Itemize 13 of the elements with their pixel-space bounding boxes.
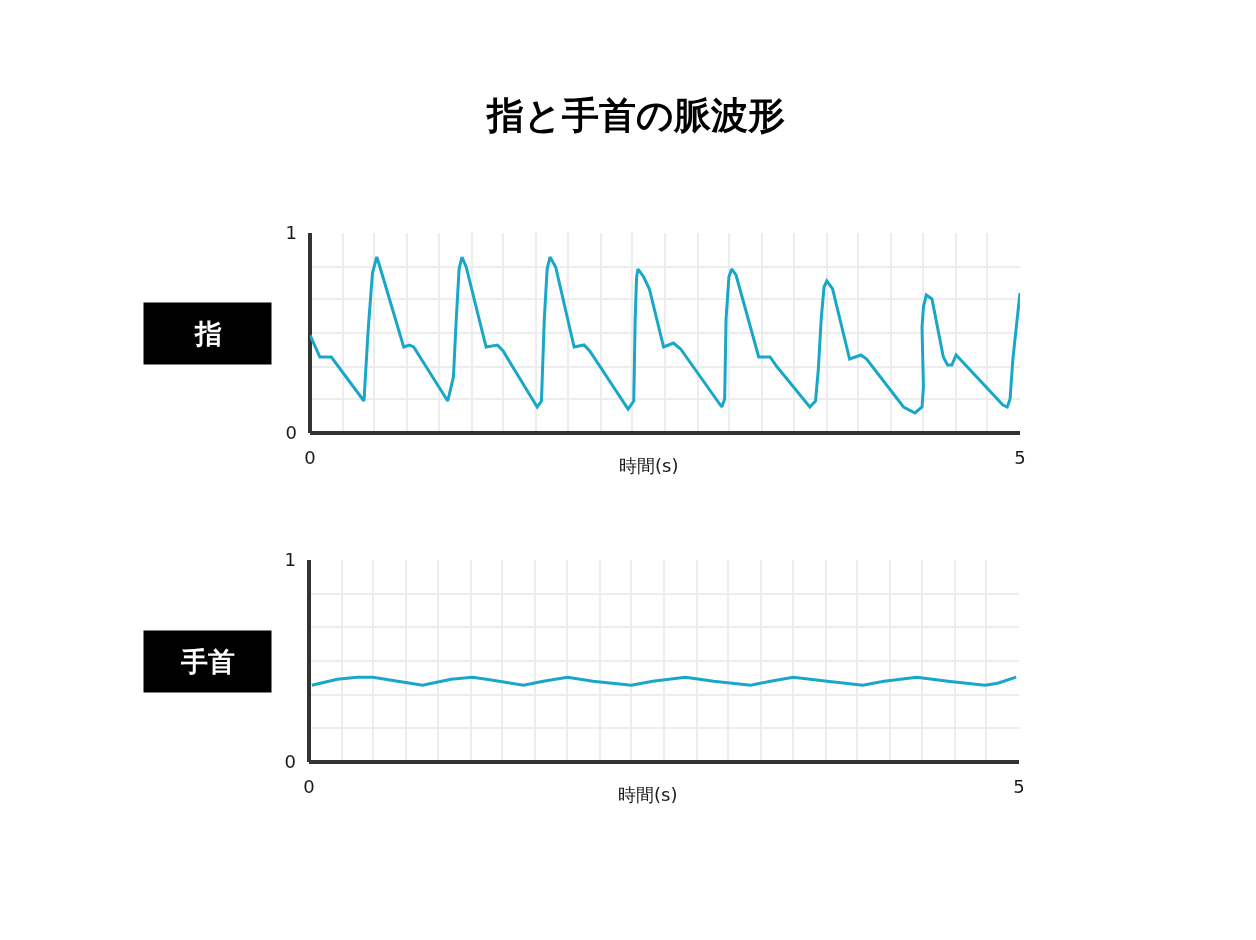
y-tick-label: 1 (285, 222, 297, 244)
text: 手首 (180, 646, 235, 677)
text: 指 (193, 318, 222, 349)
y-tick-label: 0 (284, 751, 296, 773)
y-tick-label: 1 (284, 549, 296, 571)
y-tick-label: 0 (285, 422, 297, 444)
x-tick-label: 5 (1013, 776, 1025, 797)
x-axis-title: 時間(s) (619, 455, 679, 476)
x-tick-label: 5 (1014, 447, 1026, 468)
line-series (310, 255, 1020, 415)
line-series (310, 675, 1018, 687)
x-axis-title: 時間(s) (618, 784, 678, 805)
chart-title: 指と手首の脈波形 (485, 93, 786, 137)
